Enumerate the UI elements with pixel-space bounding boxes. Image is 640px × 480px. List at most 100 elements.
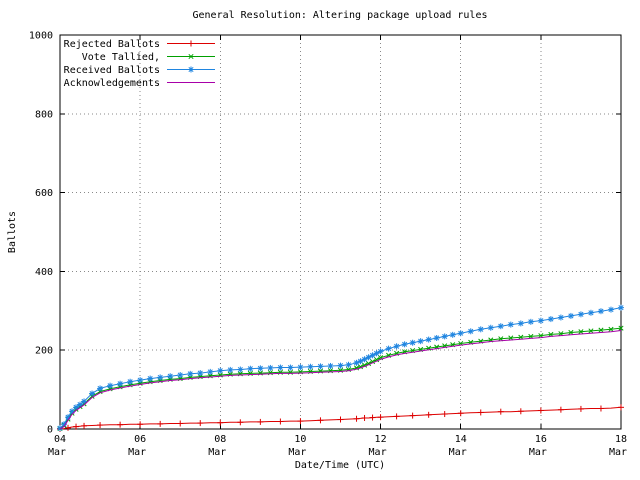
- marker: [588, 310, 594, 316]
- marker: [434, 335, 440, 341]
- marker: [73, 404, 79, 410]
- marker: [307, 364, 313, 370]
- marker: [345, 362, 352, 368]
- x-tick-label-day: 06: [134, 434, 146, 445]
- y-tick-label: 400: [35, 267, 53, 278]
- marker: [81, 398, 87, 404]
- marker: [57, 425, 63, 431]
- marker: [69, 408, 75, 414]
- marker: [588, 328, 594, 334]
- marker: [548, 331, 554, 337]
- marker: [528, 333, 534, 339]
- x-tick-label-month: Mar: [208, 447, 226, 458]
- x-axis-label: Date/Time (UTC): [295, 460, 385, 471]
- x-tick-label-month: Mar: [288, 447, 306, 458]
- marker: [568, 329, 574, 336]
- marker: [227, 367, 233, 373]
- x-tick-label-day: 16: [535, 434, 547, 445]
- marker: [77, 402, 83, 408]
- x-tick-label-day: 12: [375, 434, 387, 445]
- marker: [418, 338, 424, 344]
- y-tick-label: 0: [47, 425, 53, 436]
- marker: [442, 333, 448, 339]
- marker: [217, 368, 223, 374]
- y-tick-label: 800: [35, 109, 53, 120]
- marker: [257, 365, 263, 371]
- marker: [498, 323, 504, 329]
- marker: [394, 343, 400, 349]
- x-tick-label-day: 10: [294, 434, 306, 445]
- x-tick-label-month: Mar: [48, 447, 66, 458]
- chart-title: General Resolution: Altering package upl…: [192, 10, 487, 21]
- legend-label-vote-tallied: Vote Tallied,: [82, 52, 160, 63]
- marker: [277, 364, 283, 371]
- series-line-rejected-ballots: [59, 406, 622, 430]
- marker: [538, 333, 544, 339]
- marker: [107, 383, 113, 389]
- marker: [386, 346, 392, 352]
- marker: [287, 364, 293, 371]
- marker: [598, 327, 604, 333]
- marker: [402, 341, 408, 347]
- marker: [247, 366, 253, 372]
- x-tick-label-month: Mar: [128, 447, 146, 458]
- y-tick-label: 1000: [29, 31, 53, 42]
- marker: [538, 318, 544, 324]
- marker: [317, 363, 324, 369]
- marker: [508, 335, 514, 341]
- marker: [297, 364, 303, 370]
- marker: [478, 326, 484, 332]
- marker: [378, 355, 384, 361]
- marker: [187, 371, 193, 377]
- marker: [167, 373, 173, 379]
- marker: [188, 66, 194, 73]
- x-tick-label-month: Mar: [529, 447, 547, 458]
- marker: [598, 308, 604, 314]
- marker: [410, 340, 416, 346]
- y-tick-label: 200: [35, 346, 53, 357]
- marker: [558, 314, 564, 321]
- marker: [498, 336, 504, 342]
- marker: [177, 372, 183, 378]
- marker: [618, 325, 624, 331]
- y-tick-label: 600: [35, 188, 53, 199]
- marker: [207, 369, 213, 375]
- series-line-vote-tallied: [59, 327, 622, 429]
- marker: [608, 307, 614, 313]
- marker: [426, 337, 432, 343]
- x-tick-label-day: 18: [615, 434, 627, 445]
- marker: [267, 365, 273, 371]
- x-tick-label-month: Mar: [609, 447, 627, 458]
- marker: [374, 357, 380, 363]
- marker: [548, 316, 554, 322]
- legend-label-acknowledgements: Acknowledgements: [64, 78, 160, 89]
- x-tick-label-day: 08: [214, 434, 226, 445]
- marker: [127, 379, 133, 385]
- marker: [65, 414, 71, 420]
- x-tick-label-day: 04: [54, 434, 66, 445]
- x-tick-label-day: 14: [455, 434, 467, 445]
- marker: [361, 356, 368, 362]
- y-axis-label: Ballots: [7, 211, 18, 253]
- marker: [89, 390, 95, 397]
- marker: [357, 358, 364, 364]
- marker: [518, 320, 524, 326]
- marker: [370, 352, 376, 358]
- marker: [157, 374, 163, 380]
- legend-label-received-ballots: Received Ballots: [64, 65, 160, 76]
- marker: [61, 421, 67, 427]
- marker: [327, 363, 334, 369]
- marker: [188, 53, 194, 60]
- marker: [518, 334, 524, 340]
- marker: [450, 332, 456, 338]
- marker: [488, 325, 494, 331]
- marker: [458, 330, 464, 336]
- marker: [528, 319, 534, 325]
- marker: [558, 331, 564, 337]
- marker: [578, 329, 584, 335]
- marker: [378, 348, 384, 354]
- marker: [608, 326, 614, 332]
- marker: [147, 376, 153, 382]
- marker: [468, 328, 474, 334]
